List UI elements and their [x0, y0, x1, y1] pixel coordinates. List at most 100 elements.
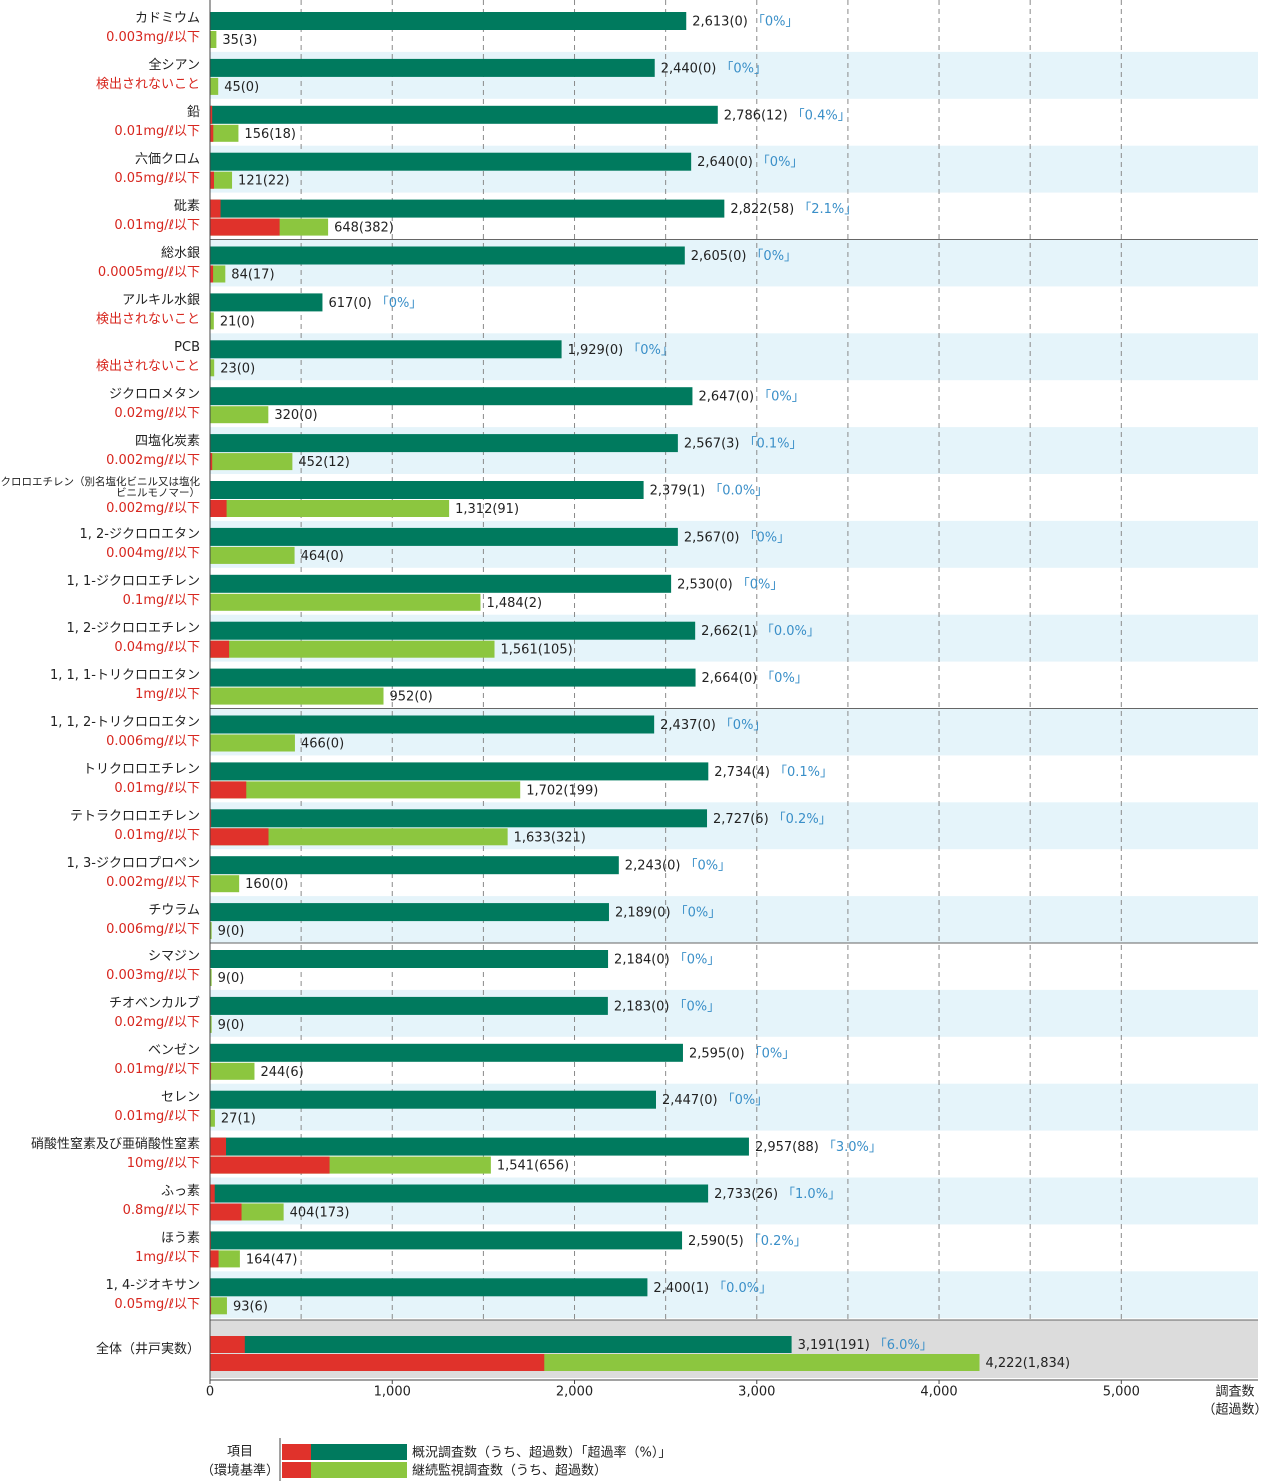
value-label: 648(382): [334, 221, 394, 236]
standard-label: 0.004mg/ℓ以下: [106, 546, 200, 562]
rate-label: 「0%」: [757, 155, 804, 170]
category-label: チウラム 0.006mg/ℓ以下: [0, 896, 200, 943]
bar: [210, 31, 217, 48]
standard-label: 検出されないこと: [95, 77, 200, 93]
value-label: 2,733(26): [714, 1187, 778, 1202]
rate-label: 「0%」: [737, 577, 784, 592]
category-label-box: 1, 4-ジオキサン 0.05mg/ℓ以下: [106, 1278, 201, 1312]
x-axis-sublabel: （超過数）: [1202, 1403, 1267, 1418]
value-label: 93(6): [233, 1299, 268, 1314]
rate-label: 「0%」: [749, 1046, 796, 1061]
standard-label: 0.02mg/ℓ以下: [114, 405, 200, 421]
exceed-bar: [210, 124, 214, 142]
rate-label: 「0%」: [674, 953, 721, 968]
legend-swatch: [311, 1462, 407, 1478]
exceed-bar: [210, 199, 221, 218]
bar: [210, 500, 450, 517]
rate-label: 「0.2%」: [773, 812, 832, 827]
exceed-bar: [210, 1062, 212, 1080]
category-label-box: チオベンカルブ 0.02mg/ℓ以下: [0, 990, 200, 1037]
standard-label: 0.003mg/ℓ以下: [106, 30, 200, 46]
category-name: アルキル水銀: [122, 292, 200, 308]
value-label: 2,662(1): [701, 624, 757, 639]
category-label: チオベンカルブ 0.02mg/ℓ以下: [0, 990, 200, 1037]
category-label-box: ジクロロメタン 0.02mg/ℓ以下: [0, 380, 200, 427]
bar: [210, 152, 692, 171]
value-label: 2,189(0): [615, 906, 671, 921]
value-label: 121(22): [238, 174, 290, 189]
category-name: 全シアン: [148, 58, 200, 74]
category-name: 1, 2-ジクロロエチレン: [66, 621, 201, 637]
rate-label: 「0%」: [674, 999, 721, 1014]
category-name: シマジン: [147, 949, 200, 965]
x-tick-label: 5,000: [1103, 1385, 1140, 1400]
bar: [210, 922, 212, 940]
value-label: 464(0): [301, 549, 344, 564]
rate-label: 「0%」: [750, 249, 797, 264]
standard-label: 検出されないこと: [95, 311, 200, 327]
category-label: 四塩化炭素 0.002mg/ℓ以下: [0, 427, 200, 474]
bar: [210, 574, 672, 593]
category-label: 砒素 0.01mg/ℓ以下: [0, 193, 200, 240]
value-label: 21(0): [220, 314, 255, 329]
x-tick-label: 2,000: [556, 1385, 593, 1400]
category-name: ふっ素: [160, 1183, 200, 1199]
category-label: クロロエチレン（別名塩化ビニル又は塩化ビニルモノマー） 0.002mg/ℓ以下: [0, 474, 201, 521]
category-label-box: ふっ素 0.8mg/ℓ以下: [123, 1183, 200, 1218]
legend-swatch-exceed: [282, 1444, 311, 1460]
value-label: 9(0): [218, 924, 245, 939]
category-label: テトラクロロエチレン 0.01mg/ℓ以下: [0, 802, 200, 849]
category-label-box: 1, 2-ジクロロエチレン 0.04mg/ℓ以下: [66, 621, 201, 655]
value-label: 2,447(0): [662, 1093, 718, 1108]
value-label: 27(1): [221, 1112, 256, 1127]
exceed-bar: [210, 809, 212, 828]
bar: [210, 171, 233, 189]
exceed-bar: [210, 1184, 215, 1203]
rate-label: 「0%」: [627, 343, 674, 358]
category-label: 1, 1-ジクロロエチレン 0.1mg/ℓ以下: [0, 568, 201, 615]
category-label-box: セレン 0.01mg/ℓ以下: [114, 1090, 200, 1124]
bar: [210, 77, 219, 95]
rate-label: 「0.1%」: [744, 437, 803, 452]
rate-label: 「6.0%」: [874, 1338, 933, 1353]
standard-label: 0.006mg/ℓ以下: [106, 921, 200, 937]
category-label-box: 四塩化炭素 0.002mg/ℓ以下: [0, 427, 200, 474]
category-name: 総水銀: [160, 245, 200, 261]
standard-label: 検出されないこと: [95, 358, 200, 374]
rate-label: 「0.2%」: [748, 1234, 807, 1249]
category-label: ジクロロメタン 0.02mg/ℓ以下: [0, 380, 200, 427]
x-tick-label: 3,000: [738, 1385, 775, 1400]
exceed-bar: [210, 1336, 245, 1353]
category-name: 1, 1, 2-トリクロロエタン: [49, 714, 200, 730]
category-name: カドミウム: [134, 11, 200, 27]
category-label: アルキル水銀検出されないこと: [0, 286, 200, 333]
category-label: カドミウム 0.003mg/ℓ以下: [0, 5, 200, 52]
value-label: 2,786(12): [724, 108, 788, 123]
category-label-box: PCB 検出されないこと: [0, 333, 200, 380]
value-label: 1,929(0): [568, 343, 624, 358]
value-label: 1,561(105): [501, 643, 573, 658]
value-label: 2,440(0): [661, 61, 717, 76]
bar: [210, 246, 685, 265]
rate-label: 「2.1%」: [798, 202, 857, 217]
category-name: 1, 2-ジクロロエタン: [79, 527, 201, 543]
category-label-box: 1, 1, 1-トリクロロエタン 1mg/ℓ以下: [50, 668, 200, 702]
rate-label: 「1.0%」: [782, 1187, 841, 1202]
category-label-box: テトラクロロエチレン 0.01mg/ℓ以下: [0, 802, 200, 849]
category-name: 六価クロム: [134, 152, 200, 168]
value-label: 2,605(0): [691, 249, 747, 264]
standard-label: 0.01mg/ℓ以下: [114, 780, 200, 796]
category-label: PCB 検出されないこと: [0, 333, 200, 380]
bar: [210, 1336, 792, 1353]
exceed-bar: [210, 640, 230, 658]
bar: [210, 293, 323, 312]
bar: [210, 359, 215, 377]
standard-label: 0.002mg/ℓ以下: [106, 452, 200, 468]
category-label-box: 総水銀 0.0005mg/ℓ以下: [98, 245, 200, 280]
bar: [210, 1090, 656, 1109]
rate-label: 「0%」: [675, 906, 722, 921]
rate-label: 「0%」: [761, 671, 808, 686]
standard-label: 1mg/ℓ以下: [135, 1249, 200, 1265]
standard-label: 10mg/ℓ以下: [126, 1156, 200, 1172]
x-tick-label: 1,000: [374, 1385, 411, 1400]
